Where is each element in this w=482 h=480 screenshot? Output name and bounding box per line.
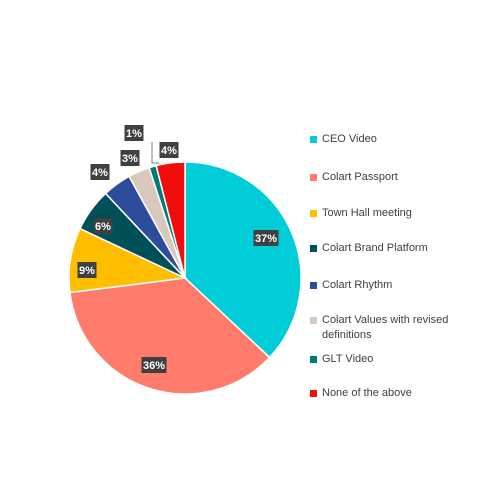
- data-label: 9%: [77, 262, 97, 278]
- data-label: 4%: [159, 142, 179, 158]
- data-label-text: 4%: [161, 145, 177, 157]
- legend-label: Colart Rhythm: [322, 279, 393, 291]
- legend-label: Colart Brand Platform: [322, 242, 428, 254]
- legend-swatch: [310, 245, 317, 252]
- legend-swatch: [310, 356, 317, 363]
- leader-line: [151, 142, 159, 164]
- pie-slice: [184, 161, 302, 359]
- legend-label: None of the above: [322, 387, 412, 399]
- legend-swatch: [310, 136, 317, 143]
- legend-label: CEO Video: [322, 133, 377, 145]
- data-label-text: 37%: [255, 233, 277, 245]
- data-label-box: [141, 357, 167, 373]
- data-label-text: 6%: [95, 221, 111, 233]
- data-label: 36%: [141, 357, 167, 373]
- data-label-box: [124, 125, 144, 141]
- legend-swatch: [310, 390, 317, 397]
- legend-label: Town Hall meeting: [322, 207, 412, 219]
- data-label: 37%: [253, 230, 279, 246]
- data-label-box: [159, 142, 179, 158]
- data-label-box: [120, 150, 140, 166]
- legend-swatch: [310, 282, 317, 289]
- legend-label: Colart Passport: [322, 171, 398, 183]
- pie-slice: [155, 161, 186, 279]
- data-label-text: 4%: [92, 167, 108, 179]
- data-label: 1%: [124, 125, 144, 141]
- data-label-text: 9%: [79, 265, 95, 277]
- legend-swatch: [310, 317, 317, 324]
- data-label-text: 3%: [122, 153, 138, 165]
- data-label: 3%: [120, 150, 140, 166]
- data-label-box: [90, 164, 110, 180]
- data-label: 4%: [90, 164, 110, 180]
- data-label-text: 1%: [126, 128, 142, 140]
- data-label: 6%: [93, 218, 113, 234]
- data-label-box: [253, 230, 279, 246]
- pie-slice: [69, 277, 271, 395]
- legend-swatch: [310, 210, 317, 217]
- legend-label: Colart Values with revised definitions: [322, 314, 449, 341]
- legend-label: GLT Video: [322, 353, 374, 365]
- data-label-box: [93, 218, 113, 234]
- data-label-text: 36%: [143, 360, 165, 372]
- data-label-box: [77, 262, 97, 278]
- legend-swatch: [310, 174, 317, 181]
